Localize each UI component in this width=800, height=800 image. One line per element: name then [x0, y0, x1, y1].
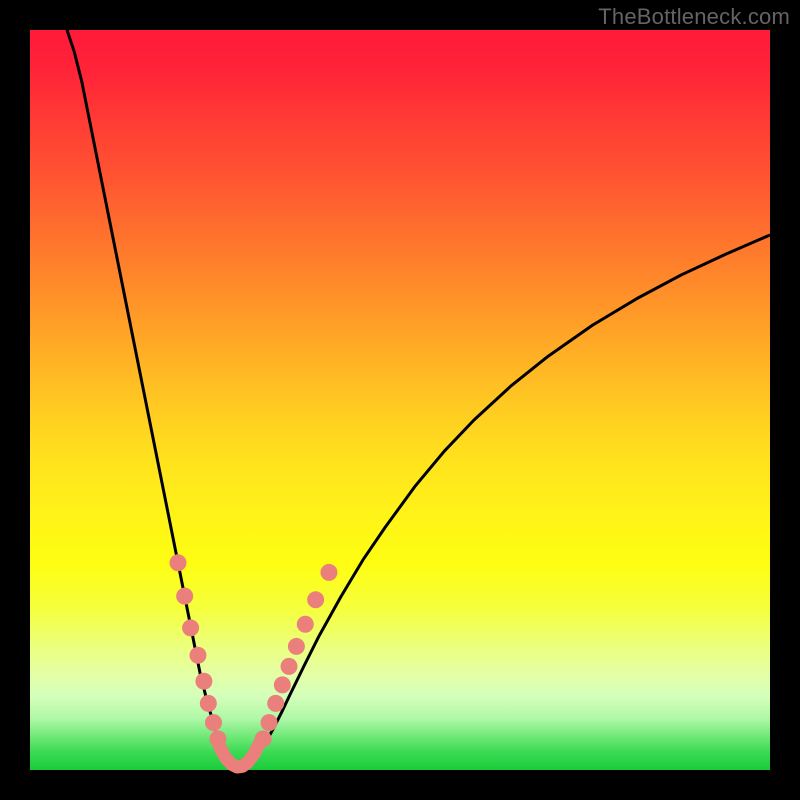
plot-background	[30, 30, 770, 770]
bottleneck-chart	[0, 0, 800, 800]
marker-dot	[200, 695, 217, 712]
watermark-label: TheBottleneck.com	[598, 4, 790, 30]
marker-dot	[297, 616, 314, 633]
chart-canvas: TheBottleneck.com	[0, 0, 800, 800]
marker-dot	[320, 564, 337, 581]
marker-dot	[189, 647, 206, 664]
marker-dot	[261, 714, 278, 731]
marker-dot	[170, 554, 187, 571]
marker-dot	[182, 619, 199, 636]
marker-dot	[176, 588, 193, 605]
marker-dot	[267, 695, 284, 712]
marker-dot	[288, 638, 305, 655]
marker-dot	[195, 673, 212, 690]
marker-dot	[205, 714, 222, 731]
marker-dot	[307, 591, 324, 608]
marker-dot	[281, 658, 298, 675]
marker-dot	[274, 676, 291, 693]
